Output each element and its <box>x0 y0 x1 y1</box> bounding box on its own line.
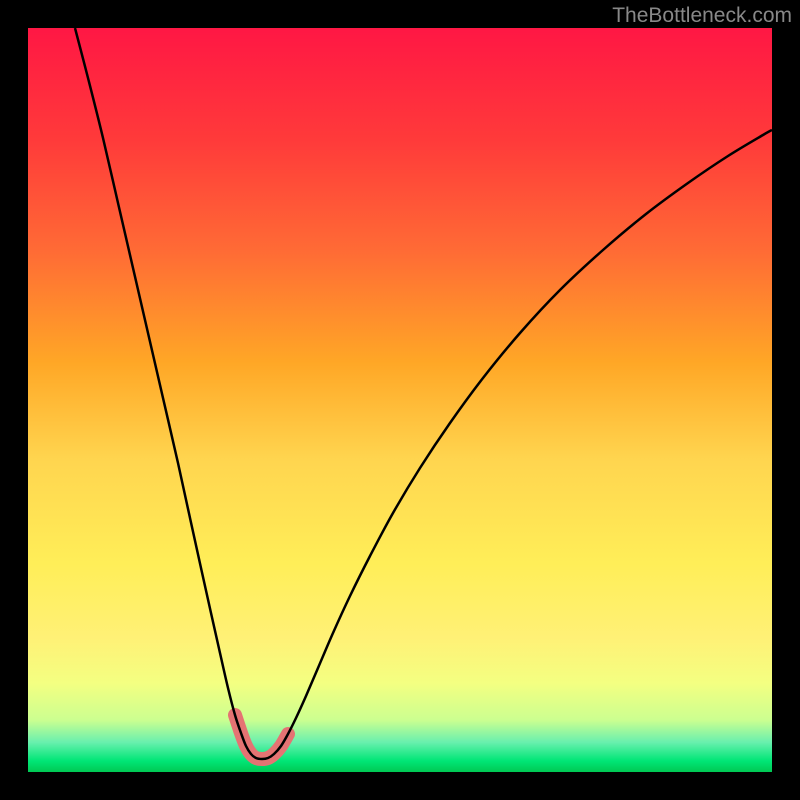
watermark-text: TheBottleneck.com <box>612 4 792 28</box>
bottleneck-curve <box>75 28 772 759</box>
plot-area <box>28 28 772 772</box>
curve-layer <box>28 28 772 772</box>
